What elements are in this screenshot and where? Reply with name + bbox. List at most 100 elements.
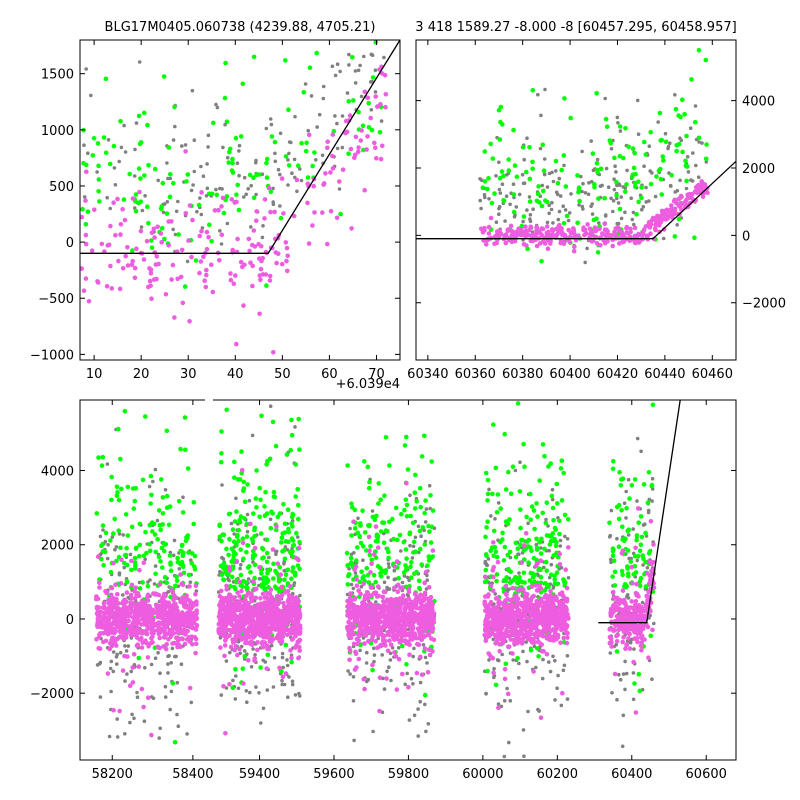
data-point-magenta [417, 636, 422, 641]
data-point-green [282, 530, 288, 535]
data-point-magenta [139, 622, 144, 627]
data-point-magenta [328, 170, 333, 175]
data-point-green [112, 516, 117, 522]
data-point-magenta [224, 583, 229, 589]
data-point-green [361, 544, 366, 549]
data-point-green [386, 555, 391, 561]
data-point-magenta [311, 183, 317, 189]
data-point-green [118, 119, 123, 124]
data-point-magenta [262, 216, 267, 221]
data-point-green [374, 513, 379, 519]
data-point-magenta [363, 629, 369, 635]
data-point-gray [517, 552, 521, 556]
data-point-magenta [172, 613, 177, 618]
data-point-gray [412, 646, 416, 651]
data-point-magenta [176, 642, 182, 648]
data-point-gray [166, 662, 170, 666]
data-point-gray [585, 246, 589, 251]
data-point-gray [89, 93, 93, 98]
data-point-magenta [395, 629, 400, 635]
data-point-magenta [557, 222, 562, 228]
data-point-magenta [131, 652, 137, 657]
data-point-green [422, 433, 427, 439]
y-tick-label: −500 [38, 292, 74, 307]
data-point-green [612, 155, 617, 161]
data-point-green [158, 559, 163, 564]
data-point-magenta [252, 545, 258, 551]
data-point-magenta [197, 270, 202, 276]
data-point-gray [237, 143, 242, 148]
data-point-gray [613, 164, 617, 168]
data-point-gray [424, 729, 428, 734]
data-point-gray [261, 658, 266, 663]
data-point-magenta [161, 612, 166, 618]
data-point-gray [199, 212, 204, 217]
data-point-magenta [252, 244, 258, 249]
data-point-green [136, 166, 142, 171]
data-point-magenta [269, 609, 275, 615]
data-point-green [365, 464, 371, 470]
data-point-magenta [281, 600, 286, 606]
data-point-green [482, 149, 488, 154]
data-point-magenta [111, 200, 116, 205]
data-point-green [142, 110, 147, 116]
data-point-green [521, 214, 527, 219]
data-point-magenta [150, 621, 156, 627]
data-point-gray [281, 665, 286, 670]
data-point-magenta [508, 223, 514, 229]
data-point-magenta [258, 243, 264, 249]
data-point-magenta [133, 585, 139, 590]
data-point-magenta [104, 609, 109, 614]
panel-2-model-line [416, 160, 737, 240]
data-point-gray [621, 185, 625, 189]
data-point-magenta [406, 589, 412, 595]
data-point-magenta [269, 621, 275, 627]
data-point-magenta [122, 611, 128, 616]
data-point-green [164, 493, 170, 499]
data-point-green [286, 107, 291, 112]
x-tick-label: 60460 [692, 367, 733, 382]
data-point-magenta [262, 640, 268, 645]
data-point-magenta [267, 273, 273, 279]
data-point-green [164, 211, 170, 216]
data-point-green [259, 413, 264, 419]
data-point-magenta [348, 591, 353, 596]
data-point-magenta [223, 634, 228, 640]
data-point-green [485, 186, 490, 192]
data-point-magenta [430, 602, 435, 607]
data-point-gray [382, 580, 387, 585]
data-point-green [161, 74, 167, 79]
data-point-magenta [157, 582, 162, 587]
data-point-magenta [602, 221, 607, 227]
data-point-magenta [147, 278, 153, 284]
data-point-green [639, 195, 644, 201]
data-point-green [229, 574, 235, 580]
data-point-magenta [529, 238, 534, 244]
data-point-green [367, 522, 372, 528]
data-point-green [289, 659, 294, 665]
data-point-gray [189, 700, 194, 705]
data-point-green [521, 570, 527, 576]
data-point-green [178, 446, 183, 452]
data-point-green [233, 551, 238, 557]
data-point-magenta [368, 614, 373, 620]
data-point-green [265, 570, 270, 576]
data-point-gray [191, 183, 195, 187]
data-point-magenta [192, 616, 198, 621]
data-point-gray [526, 521, 530, 526]
data-point-magenta [148, 271, 154, 276]
data-point-gray [581, 207, 585, 211]
data-point-magenta [418, 654, 423, 660]
data-point-magenta [542, 241, 548, 246]
data-point-magenta [232, 605, 237, 610]
data-point-gray [105, 195, 109, 200]
data-point-green [499, 169, 505, 174]
data-point-magenta [417, 606, 422, 611]
data-point-gray [122, 123, 126, 128]
data-point-gray [684, 186, 689, 191]
data-point-green [408, 513, 414, 519]
data-point-green [414, 569, 419, 575]
data-point-gray [547, 548, 551, 553]
data-point-magenta [112, 612, 117, 617]
data-point-gray [666, 144, 671, 149]
